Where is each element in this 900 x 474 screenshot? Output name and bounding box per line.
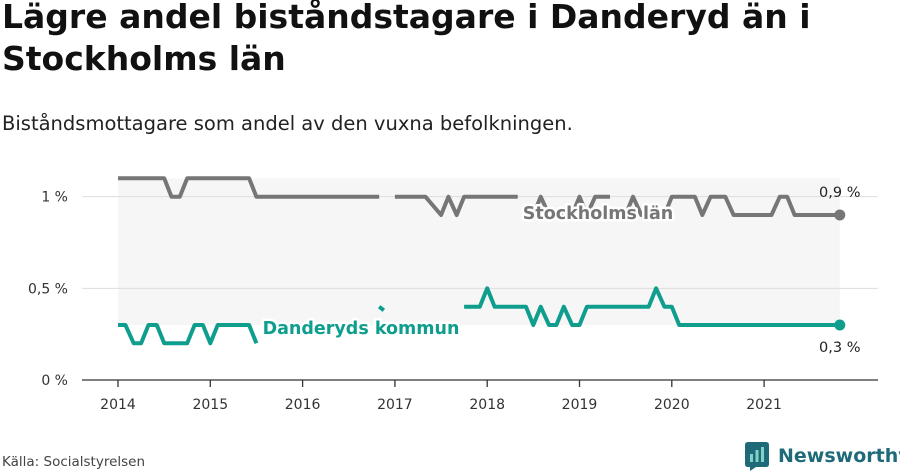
brand-logo[interactable]: Newsworthy <box>744 440 900 472</box>
stockholm-end-label: 0,9 % <box>819 185 860 201</box>
brand-name: Newsworthy <box>778 445 900 467</box>
x-tick-label: 2020 <box>654 397 690 413</box>
danderyd-series-line <box>118 286 840 346</box>
x-tick-label: 2015 <box>192 397 228 413</box>
chart-title: Lägre andel biståndstagare i Danderyd än… <box>2 0 811 78</box>
x-tick-label: 2016 <box>285 397 321 413</box>
range-band <box>118 178 840 325</box>
stockholm-series-label: Stockholms län <box>523 204 674 224</box>
x-tick-label: 2019 <box>562 397 598 413</box>
danderyd-end-label: 0,3 % <box>819 340 860 356</box>
stockholm-series-line <box>118 176 840 217</box>
line-chart: 0 % 0,5 % 1 % 2014 2015 2016 2017 2018 2019 2020 2… <box>28 176 878 413</box>
newsworthy-logo-icon <box>745 442 769 471</box>
y-tick-label: 0 % <box>41 373 68 389</box>
danderyd-series-label: Danderyds kommun <box>263 319 460 339</box>
series-end-dot <box>834 319 846 331</box>
source-note: Källa: Socialstyrelsen <box>2 454 146 470</box>
series-end-dot <box>834 209 846 221</box>
x-tick-label: 2021 <box>746 397 782 413</box>
y-tick-label: 0,5 % <box>28 281 68 297</box>
x-tick-label: 2017 <box>377 397 413 413</box>
chart-subtitle: Biståndsmottagare som andel av den vuxna… <box>2 112 573 135</box>
x-tick-label: 2014 <box>100 397 136 413</box>
y-tick-label: 1 % <box>41 190 68 206</box>
x-tick-label: 2018 <box>469 397 505 413</box>
